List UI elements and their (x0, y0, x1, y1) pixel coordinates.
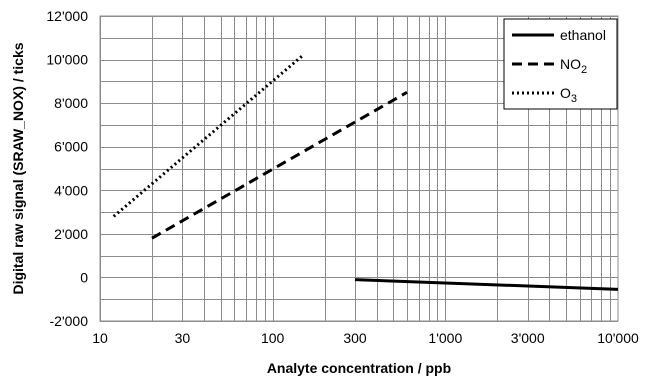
x-axis-tick-labels: 10 30 100 300 1'000 3'000 10'000 (92, 330, 639, 346)
series-line-ethanol (354, 278, 619, 291)
y-axis-title: Digital raw signal (SRAW_NOX) / ticks (10, 42, 26, 294)
x-tick-label: 10 (92, 330, 108, 346)
x-tick-label: 1'000 (428, 330, 462, 346)
x-tick-label: 3'000 (511, 330, 545, 346)
y-tick-label: 12'000 (46, 8, 88, 24)
y-axis-tick-labels: -2'000 0 2'000 4'000 6'000 8'000 10'000 12'000 (46, 8, 88, 329)
legend: ethanol NO2 O3 (503, 18, 618, 110)
series-line-no2 (151, 90, 408, 240)
x-axis-title: Analyte concentration / ppb (267, 360, 451, 376)
y-tick-label: 6'000 (54, 139, 88, 155)
y-tick-label: -2'000 (50, 313, 89, 329)
x-tick-label: 10'000 (597, 330, 639, 346)
y-tick-label: 8'000 (54, 95, 88, 111)
y-tick-label: 10'000 (46, 52, 88, 68)
series-lines (112, 54, 619, 291)
y-tick-label: 0 (80, 269, 88, 285)
legend-label-ethanol: ethanol (560, 27, 606, 43)
y-tick-label: 4'000 (54, 182, 88, 198)
legend-label-no2: NO2 (560, 56, 587, 76)
series-line-o3 (112, 54, 305, 218)
x-tick-label: 30 (175, 330, 191, 346)
x-tick-label: 300 (343, 330, 367, 346)
y-tick-label: 2'000 (54, 226, 88, 242)
legend-label-o3: O3 (560, 85, 577, 105)
plot-area-frame (99, 15, 619, 322)
x-tick-label: 100 (261, 330, 285, 346)
